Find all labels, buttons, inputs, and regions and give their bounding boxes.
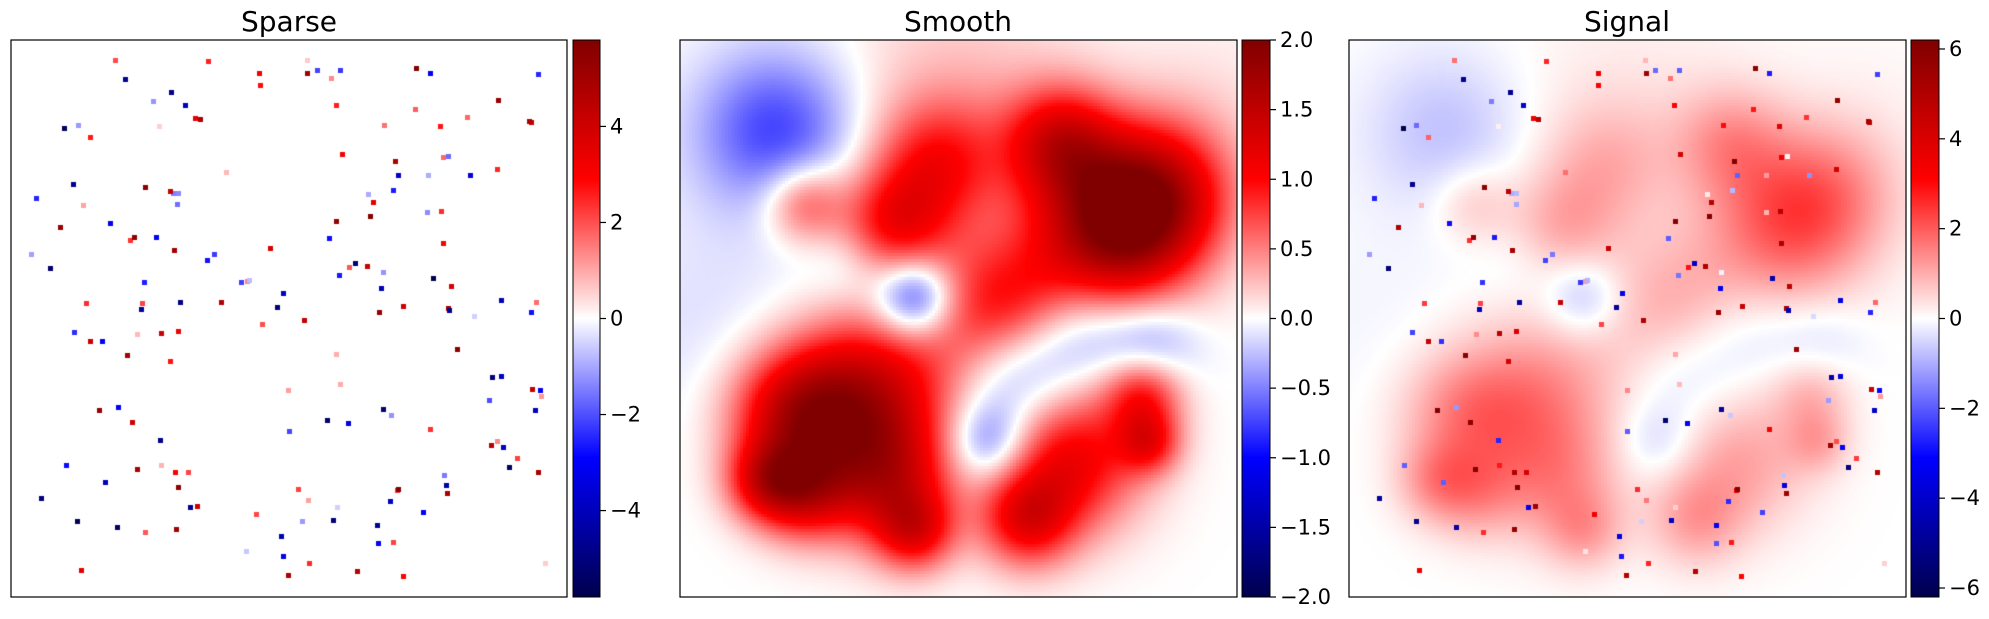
panel-smooth: Smooth −2.0 −1.5 −1.0 −0.5 0.0 0.5 1.0 1.5 2.0	[680, 5, 1331, 609]
colorbar-tick-label: −6	[1949, 576, 1980, 600]
colorbar-tick-label: 0.5	[1280, 237, 1313, 261]
panel-sparse: Sparse −4 −2 0 2 4	[11, 5, 641, 597]
colorbar-tick-label: −2.0	[1280, 585, 1331, 609]
colorbar-sparse-gradient	[573, 40, 600, 597]
colorbar-tick-label: 1.5	[1280, 98, 1313, 122]
colorbar-tick-label: 2.0	[1280, 28, 1313, 52]
colorbar-tick-label: 0	[610, 307, 623, 331]
colorbar-signal-gradient	[1911, 40, 1939, 597]
colorbar-tick-label: −2	[1949, 396, 1980, 420]
panel-signal: Signal −6 −4 −2 0 2 4 6	[1349, 5, 1980, 600]
colorbar-sparse-ticks: −4 −2 0 2 4	[600, 114, 641, 522]
colorbar-smooth-ticks: −2.0 −1.5 −1.0 −0.5 0.0 0.5 1.0 1.5 2.0	[1270, 28, 1331, 609]
heatmap-smooth	[680, 40, 1237, 597]
colorbar-tick-label: 4	[610, 114, 623, 138]
colorbar-tick-label: −4	[1949, 486, 1980, 510]
colorbar-tick-label: 4	[1949, 127, 1962, 151]
colorbar-tick-label: 2	[1949, 217, 1962, 241]
colorbar-sparse: −4 −2 0 2 4	[573, 40, 641, 597]
colorbar-tick-label: −1.5	[1280, 515, 1331, 539]
colorbar-tick-label: −2	[610, 403, 641, 427]
heatmap-sparse	[11, 40, 567, 597]
panel-title-sparse: Sparse	[241, 5, 337, 38]
heatmap-signal	[1349, 40, 1906, 597]
colorbar-tick-label: 1.0	[1280, 167, 1313, 191]
panel-title-smooth: Smooth	[904, 5, 1012, 38]
colorbar-tick-label: 2	[610, 210, 623, 234]
colorbar-smooth-gradient	[1242, 40, 1270, 597]
colorbar-signal-ticks: −6 −4 −2 0 2 4 6	[1939, 37, 1980, 600]
colorbar-tick-label: −4	[610, 499, 641, 523]
colorbar-tick-label: −1.0	[1280, 446, 1331, 470]
colorbar-tick-label: −0.5	[1280, 376, 1331, 400]
colorbar-tick-label: 6	[1949, 37, 1962, 61]
colorbar-tick-label: 0	[1949, 307, 1962, 331]
panel-title-signal: Signal	[1584, 5, 1670, 38]
colorbar-smooth: −2.0 −1.5 −1.0 −0.5 0.0 0.5 1.0 1.5 2.0	[1242, 28, 1331, 609]
colorbar-tick-label: 0.0	[1280, 307, 1313, 331]
colorbar-signal: −6 −4 −2 0 2 4 6	[1911, 37, 1980, 600]
